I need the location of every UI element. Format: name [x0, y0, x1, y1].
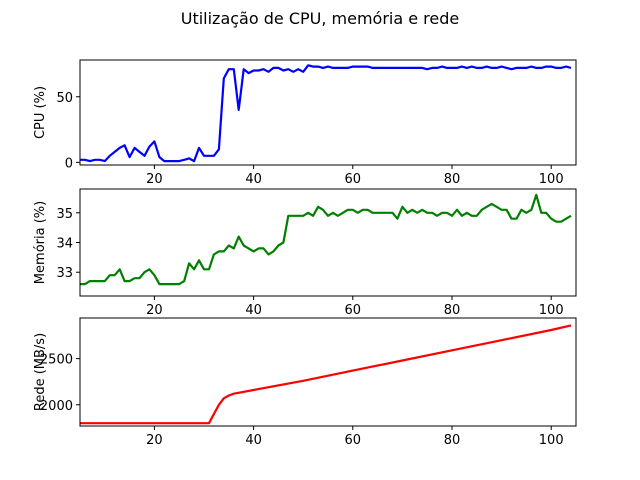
network-ytick-label: 2500	[40, 353, 73, 368]
network-ytick-label: 2000	[40, 399, 73, 414]
memory-ytick-label: 33	[56, 266, 73, 281]
cpu-ytick-label: 50	[56, 91, 73, 106]
memory-xtick-label: 20	[146, 303, 163, 318]
cpu-series-line	[80, 64, 572, 163]
memory-ylabel: Memória (%)	[33, 201, 48, 284]
network-xtick-label: 20	[146, 433, 163, 448]
memory-xtick-label: 80	[444, 303, 461, 318]
network-xtick-label: 100	[539, 433, 564, 448]
memory-xtick-label: 40	[245, 303, 262, 318]
figure-title: Utilização de CPU, memória e rede	[181, 9, 460, 28]
cpu-ytick-label: 0	[65, 156, 73, 171]
cpu-xtick-label: 60	[345, 172, 362, 187]
cpu-xtick-label: 40	[245, 172, 262, 187]
memory-xtick-label: 60	[345, 303, 362, 318]
network-ylabel: Rede (MB/s)	[33, 333, 48, 411]
memory-subplot: 20 40 60 80 100 33 34 35 Memória (%)	[33, 188, 577, 318]
cpu-xtick-label: 100	[539, 172, 564, 187]
network-xtick-label: 40	[245, 433, 262, 448]
network-xtick-label: 60	[345, 433, 362, 448]
network-xtick-label: 80	[444, 433, 461, 448]
memory-ytick-label: 35	[56, 207, 73, 222]
memory-ytick-label: 34	[56, 237, 73, 252]
network-series-line	[80, 324, 572, 425]
memory-series-line	[80, 193, 572, 286]
memory-xtick-label: 100	[539, 303, 564, 318]
cpu-xtick-label: 80	[444, 172, 461, 187]
cpu-xtick-label: 20	[146, 172, 163, 187]
network-axes-frame	[79, 317, 577, 427]
cpu-axes-frame	[79, 59, 577, 166]
cpu-subplot: 20 40 60 80 100 0 50 CPU (%)	[33, 59, 577, 187]
cpu-ylabel: CPU (%)	[33, 86, 48, 139]
memory-axes-frame	[79, 188, 577, 297]
